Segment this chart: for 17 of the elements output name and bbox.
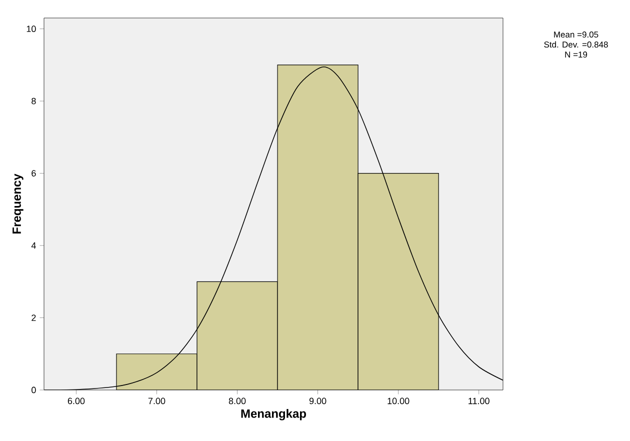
text: Mean =9.05 — [554, 32, 598, 38]
text: N =19 — [565, 52, 588, 58]
y-tick-label: 4 — [31, 242, 36, 249]
x-tick-label: 9.00 — [309, 398, 326, 404]
y-axis-title: Frequency — [12, 174, 24, 234]
x-tick-label: 10.00 — [388, 398, 410, 404]
x-tick-label: 6.00 — [68, 398, 85, 404]
y-tick-label: 0 — [32, 386, 36, 394]
x-tick-label: 11.00 — [468, 398, 490, 404]
y-tick-label: 10 — [26, 26, 36, 32]
x-tick-label: 7.00 — [148, 398, 166, 404]
y-tick-label: 2 — [32, 314, 36, 321]
text: Std. Dev. =0.848 — [544, 41, 608, 48]
y-tick-label: 6 — [32, 170, 36, 176]
x-axis-title: Menangkap — [241, 409, 306, 420]
x-tick-label: 8.00 — [228, 398, 246, 404]
y-tick-label: 8 — [32, 98, 36, 104]
